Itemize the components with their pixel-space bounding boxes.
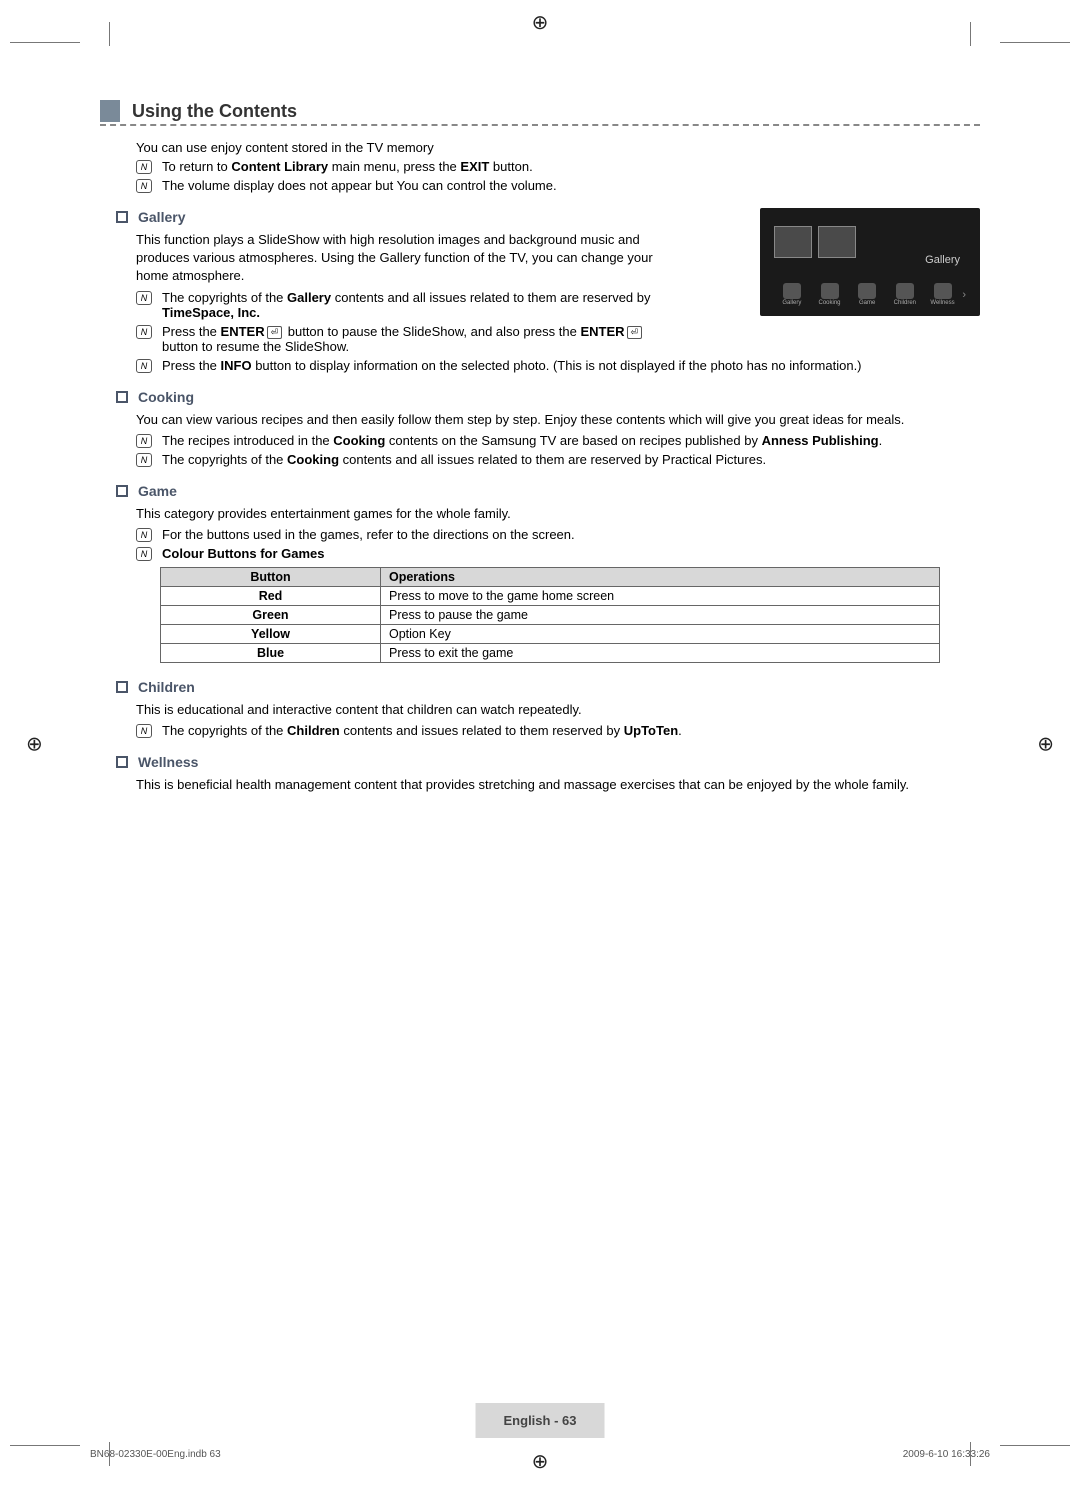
square-bullet-icon	[116, 485, 128, 497]
note-row: The recipes introduced in the Cooking co…	[136, 433, 980, 448]
cooking-icon	[821, 283, 839, 299]
subhead-cooking: Cooking	[116, 389, 980, 405]
footer-timestamp: 2009-6-10 16:33:26	[903, 1449, 990, 1460]
note-row: Press the INFO button to display informa…	[136, 358, 980, 373]
note-icon	[136, 724, 152, 738]
game-body: This category provides entertainment gam…	[136, 505, 980, 523]
table-row: GreenPress to pause the game	[161, 605, 940, 624]
table-row: RedPress to move to the game home screen	[161, 586, 940, 605]
square-bullet-icon	[116, 681, 128, 693]
wellness-icon	[934, 283, 952, 299]
note-row: The copyrights of the Children contents …	[136, 723, 980, 738]
note-text: For the buttons used in the games, refer…	[162, 527, 980, 542]
intro-text: You can use enjoy content stored in the …	[136, 140, 980, 155]
crop-mark	[10, 1442, 110, 1448]
note-row: To return to Content Library main menu, …	[136, 159, 980, 174]
square-bullet-icon	[116, 756, 128, 768]
gallery-body: This function plays a SlideShow with hig…	[136, 231, 682, 286]
gallery-icon	[783, 283, 801, 299]
crop-mark	[970, 40, 1070, 46]
note-icon	[136, 291, 152, 305]
note-text: To return to Content Library main menu, …	[162, 159, 980, 174]
footer-filename: BN68-02330E-00Eng.indb 63	[90, 1449, 221, 1460]
game-icon	[858, 283, 876, 299]
note-row: The copyrights of the Gallery contents a…	[136, 290, 682, 320]
subhead-label: Children	[138, 679, 195, 695]
subhead-label: Game	[138, 483, 177, 499]
note-text: Colour Buttons for Games	[162, 546, 980, 561]
subhead-label: Wellness	[138, 754, 198, 770]
enter-icon	[267, 326, 283, 339]
thumbnail	[774, 226, 812, 258]
note-text: The copyrights of the Gallery contents a…	[162, 290, 682, 320]
note-icon	[136, 547, 152, 561]
screenshot-menu: Gallery Cooking Game Children Wellness ›	[774, 283, 966, 306]
note-text: The copyrights of the Children contents …	[162, 723, 980, 738]
note-text: Press the ENTER button to pause the Slid…	[162, 324, 682, 354]
note-row: The copyrights of the Cooking contents a…	[136, 452, 980, 467]
note-row: For the buttons used in the games, refer…	[136, 527, 980, 542]
colour-buttons-table: Button Operations RedPress to move to th…	[160, 567, 940, 663]
note-text: Press the INFO button to display informa…	[162, 358, 980, 373]
wellness-body: This is beneficial health management con…	[136, 776, 980, 794]
note-icon	[136, 453, 152, 467]
thumbnail	[818, 226, 856, 258]
screenshot-label: Gallery	[925, 254, 960, 266]
registration-mark-bottom: ⊕	[532, 1449, 549, 1474]
note-icon	[136, 179, 152, 193]
subhead-label: Cooking	[138, 389, 194, 405]
note-text: The volume display does not appear but Y…	[162, 178, 980, 193]
note-row: Press the ENTER button to pause the Slid…	[136, 324, 682, 354]
note-icon	[136, 160, 152, 174]
note-icon	[136, 528, 152, 542]
heading-accent	[100, 100, 120, 122]
note-row: Colour Buttons for Games	[136, 546, 980, 561]
note-icon	[136, 434, 152, 448]
subhead-label: Gallery	[138, 209, 185, 225]
square-bullet-icon	[116, 211, 128, 223]
section-heading: Using the Contents	[100, 100, 980, 126]
subhead-wellness: Wellness	[116, 754, 980, 770]
crop-mark	[10, 40, 110, 46]
page-content: Using the Contents You can use enjoy con…	[100, 100, 980, 798]
chevron-right-icon: ›	[962, 289, 966, 301]
table-header: Button	[161, 567, 381, 586]
registration-mark-right: ⊕	[1037, 732, 1054, 757]
note-icon	[136, 359, 152, 373]
table-row: BluePress to exit the game	[161, 643, 940, 662]
table-row: YellowOption Key	[161, 624, 940, 643]
note-icon	[136, 325, 152, 339]
crop-mark	[970, 1442, 1070, 1448]
registration-mark-left: ⊕	[26, 732, 43, 757]
note-text: The recipes introduced in the Cooking co…	[162, 433, 980, 448]
enter-icon	[627, 326, 643, 339]
tv-screenshot: Gallery Gallery Cooking Game Children We…	[760, 208, 980, 316]
cooking-body: You can view various recipes and then ea…	[136, 411, 980, 429]
heading-title: Using the Contents	[132, 101, 297, 122]
page-number-label: English - 63	[476, 1403, 605, 1438]
square-bullet-icon	[116, 391, 128, 403]
subhead-game: Game	[116, 483, 980, 499]
registration-mark-top: ⊕	[532, 10, 549, 35]
note-text: The copyrights of the Cooking contents a…	[162, 452, 980, 467]
table-header: Operations	[381, 567, 940, 586]
note-row: The volume display does not appear but Y…	[136, 178, 980, 193]
subhead-children: Children	[116, 679, 980, 695]
children-icon	[896, 283, 914, 299]
children-body: This is educational and interactive cont…	[136, 701, 980, 719]
